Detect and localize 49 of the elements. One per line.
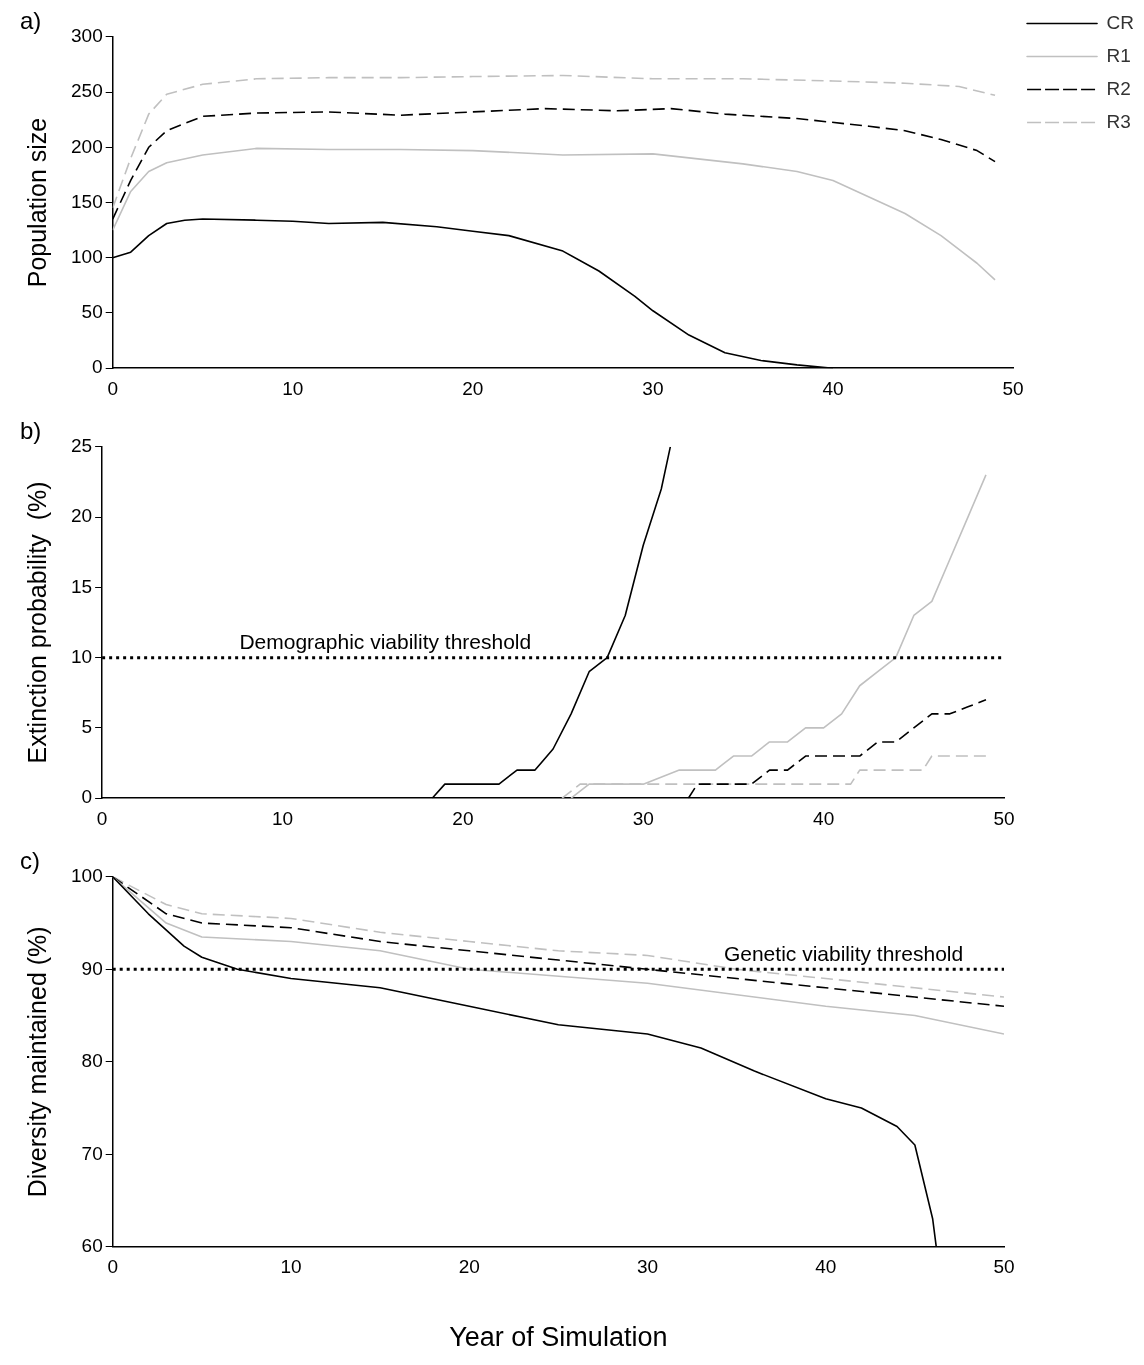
x-tick-label: 40 xyxy=(813,807,835,829)
annotation: Genetic viability threshold xyxy=(723,941,964,965)
legend-label: R3 xyxy=(1106,110,1131,132)
legend-label: R2 xyxy=(1106,77,1131,99)
y-tick-label: 0 xyxy=(81,786,93,808)
x-tick-label: 10 xyxy=(280,1256,302,1278)
y-tick-label: 70 xyxy=(81,1142,103,1164)
x-tick-label: 30 xyxy=(632,807,654,829)
x-tick-label: 10 xyxy=(282,377,304,399)
y-axis-title: Population size xyxy=(22,117,51,288)
y-tick-label: 20 xyxy=(70,505,93,527)
x-tick-label: 50 xyxy=(993,807,1015,829)
legend-label: CR xyxy=(1106,11,1135,33)
x-tick-label: 20 xyxy=(452,807,474,829)
y-tick-label: 5 xyxy=(81,716,93,738)
x-tick-label: 30 xyxy=(642,377,664,399)
chart-title: b) xyxy=(20,417,42,445)
y-tick-label: 100 xyxy=(71,245,103,267)
y-tick-label: 50 xyxy=(81,301,103,323)
x-tick-label: 0 xyxy=(107,1256,118,1278)
x-tick-label: 0 xyxy=(107,377,118,399)
x-tick-label: 10 xyxy=(271,807,294,829)
y-tick-label: 60 xyxy=(81,1235,103,1257)
annotation: Demographic viability threshold xyxy=(239,629,532,653)
x-tick-label: 40 xyxy=(822,377,844,399)
legend-label: R1 xyxy=(1106,44,1131,66)
y-axis-title: Extinction probability (%) xyxy=(22,481,51,764)
x-tick-label: 50 xyxy=(1002,377,1024,399)
x-axis-title: Year of Simulation xyxy=(449,1322,668,1353)
chart-title: a) xyxy=(20,7,42,35)
x-tick-label: 20 xyxy=(458,1256,480,1278)
chart-title: c) xyxy=(20,847,40,875)
y-tick-label: 0 xyxy=(92,356,103,378)
y-tick-label: 100 xyxy=(71,865,103,887)
y-tick-label: 10 xyxy=(70,645,93,667)
y-tick-label: 25 xyxy=(70,435,93,457)
y-tick-label: 250 xyxy=(71,80,103,102)
x-tick-label: 30 xyxy=(636,1256,659,1278)
y-tick-label: 300 xyxy=(71,25,103,47)
y-tick-label: 15 xyxy=(70,575,93,597)
y-tick-label: 200 xyxy=(71,135,103,157)
x-tick-label: 40 xyxy=(815,1256,837,1278)
y-tick-label: 90 xyxy=(81,957,103,979)
x-tick-label: 50 xyxy=(993,1256,1015,1278)
line-series xyxy=(112,74,996,209)
x-tick-label: 20 xyxy=(462,377,484,399)
y-tick-label: 150 xyxy=(71,190,103,212)
y-axis-title: Diversity maintained (%) xyxy=(22,926,51,1198)
y-tick-label: 80 xyxy=(81,1050,103,1072)
